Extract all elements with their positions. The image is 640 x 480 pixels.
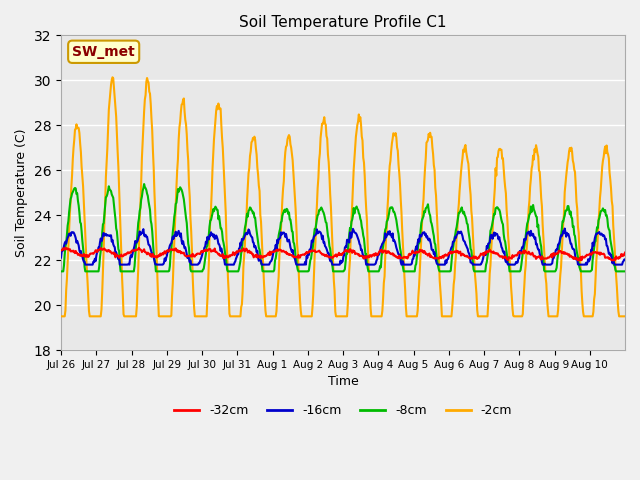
Title: Soil Temperature Profile C1: Soil Temperature Profile C1 <box>239 15 447 30</box>
Y-axis label: Soil Temperature (C): Soil Temperature (C) <box>15 129 28 257</box>
X-axis label: Time: Time <box>328 375 358 388</box>
Legend: -32cm, -16cm, -8cm, -2cm: -32cm, -16cm, -8cm, -2cm <box>169 399 517 422</box>
Text: SW_met: SW_met <box>72 45 135 59</box>
